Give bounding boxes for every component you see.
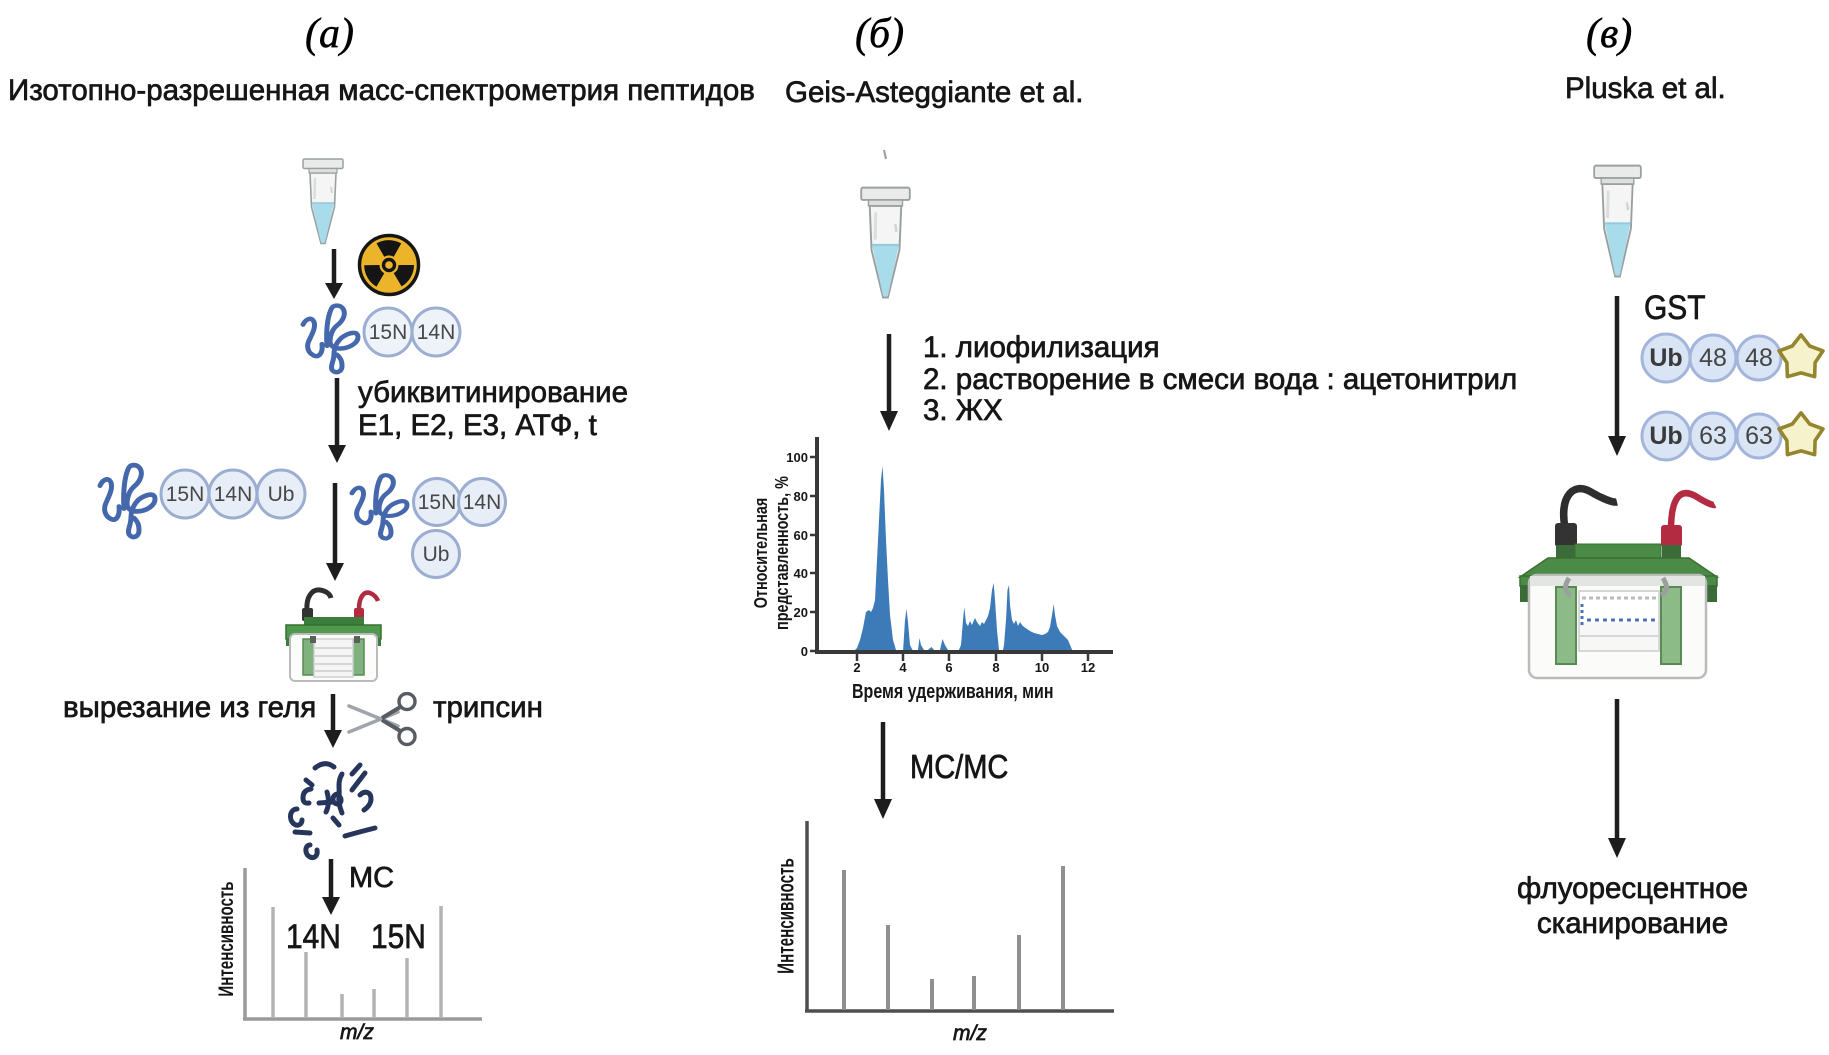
svg-text:15N: 15N	[418, 491, 457, 514]
svg-text:63: 63	[1699, 422, 1727, 450]
svg-text:Ub: Ub	[423, 543, 450, 566]
svg-text:14N: 14N	[463, 491, 502, 514]
svg-text:Ub: Ub	[1649, 422, 1682, 450]
svg-text:14N: 14N	[417, 321, 456, 344]
svg-text:15N: 15N	[369, 321, 408, 344]
svg-text:15N: 15N	[166, 483, 205, 506]
svg-text:48: 48	[1699, 344, 1727, 372]
svg-text:Ub: Ub	[268, 483, 295, 506]
svg-text:Ub: Ub	[1649, 344, 1682, 372]
svg-text:63: 63	[1745, 422, 1773, 450]
svg-text:48: 48	[1745, 344, 1773, 372]
svg-text:14N: 14N	[214, 483, 253, 506]
